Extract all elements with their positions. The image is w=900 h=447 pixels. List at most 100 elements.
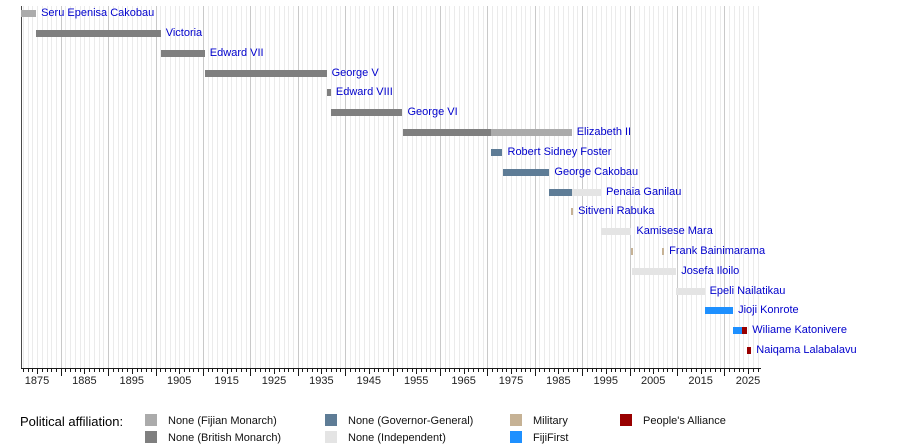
axis-tick: [274, 369, 275, 374]
axis-tick: [221, 369, 223, 372]
axis-tick: [240, 369, 242, 372]
gridline: [22, 6, 24, 368]
axis-tick: [212, 369, 214, 372]
axis-tick: [416, 369, 418, 374]
person-label[interactable]: Penaia Ganilau: [606, 185, 682, 198]
person-label[interactable]: Epeli Nailatikau: [709, 284, 786, 297]
axis-tick: [435, 369, 437, 372]
gridline: [311, 6, 313, 368]
axis-tick: [98, 369, 100, 372]
legend-swatch-governor_general: [325, 414, 337, 426]
gridline: [406, 6, 408, 368]
gridline: [146, 6, 147, 368]
person-label[interactable]: Seru Epenisa Cakobau: [41, 7, 155, 19]
person-label[interactable]: Victoria: [165, 26, 203, 39]
axis-tick: [269, 369, 271, 372]
axis-tick: [84, 369, 86, 374]
axis-tick: [492, 369, 493, 372]
axis-tick-label: 2005: [640, 375, 666, 387]
gridline: [615, 6, 617, 368]
axis-tick: [629, 369, 631, 376]
axis-tick: [714, 369, 716, 372]
axis-tick: [32, 369, 34, 372]
axis-tick: [691, 369, 693, 372]
axis-tick: [468, 369, 470, 372]
legend-label-governor_general: None (Governor-General): [348, 415, 474, 427]
gridline: [60, 6, 62, 368]
person-label[interactable]: Josefa Iloilo: [681, 264, 740, 277]
person-label[interactable]: Wiliame Katonivere: [752, 324, 848, 337]
axis-tick: [596, 369, 598, 372]
gridline: [672, 6, 674, 368]
person-label[interactable]: Kamisese Mara: [636, 225, 713, 238]
gridline: [729, 6, 730, 368]
gridline: [278, 6, 280, 368]
axis-tick: [383, 369, 384, 372]
gridline: [392, 6, 394, 368]
gridline: [255, 6, 256, 368]
person-label[interactable]: George V: [331, 66, 379, 79]
axis-tick-label: 1955: [403, 375, 429, 387]
timeline-bar-segment: [330, 109, 403, 117]
gridline: [307, 6, 309, 368]
gridline: [32, 6, 34, 368]
gridline: [217, 6, 219, 368]
timeline-bar-segment: [204, 69, 327, 77]
gridline: [525, 6, 527, 368]
person-label[interactable]: George Cakobau: [554, 165, 639, 178]
axis-tick: [46, 369, 48, 372]
timeline-bar-segment: [21, 10, 37, 17]
axis-tick: [207, 369, 209, 372]
gridline: [245, 6, 247, 368]
axis-tick: [56, 369, 57, 372]
axis-tick: [79, 369, 81, 372]
y-axis-line: [21, 6, 23, 368]
gridline: [193, 6, 195, 368]
gridline: [108, 6, 110, 368]
gridline: [425, 6, 427, 368]
person-label[interactable]: Edward VIII: [335, 86, 393, 99]
axis-tick: [506, 369, 508, 372]
axis-tick: [74, 369, 76, 372]
axis-tick-label: 1995: [593, 375, 619, 387]
axis-tick: [131, 369, 133, 374]
gridline: [37, 6, 38, 368]
axis-tick: [136, 369, 138, 372]
axis-tick: [501, 369, 503, 372]
axis-tick-label: 1985: [546, 375, 571, 387]
person-label[interactable]: Elizabeth II: [576, 126, 632, 138]
axis-tick: [378, 369, 380, 372]
axis-tick: [449, 369, 451, 372]
axis-tick: [420, 369, 422, 372]
axis-tick: [387, 369, 389, 372]
person-label[interactable]: Edward VII: [209, 46, 264, 59]
gridline: [620, 6, 621, 368]
axis-tick: [245, 369, 247, 372]
gridline: [534, 6, 536, 368]
person-label[interactable]: George VI: [407, 106, 458, 119]
gridline: [591, 6, 593, 368]
gridline: [752, 6, 754, 368]
person-label[interactable]: Robert Sidney Foster: [507, 145, 612, 158]
axis-tick: [345, 369, 347, 376]
axis-tick: [41, 369, 43, 372]
axis-tick: [729, 369, 730, 372]
axis-tick: [454, 369, 456, 372]
person-label[interactable]: Jioji Konrote: [738, 304, 799, 317]
axis-tick: [198, 369, 200, 372]
gridline: [264, 6, 266, 368]
gridline: [160, 6, 162, 368]
person-label[interactable]: Frank Bainimarama: [669, 245, 766, 257]
axis-tick: [217, 369, 219, 372]
person-label[interactable]: Naiqama Lalabalavu: [756, 344, 857, 357]
gridline: [207, 6, 209, 368]
axis-tick: [349, 369, 351, 372]
axis-tick: [657, 369, 659, 372]
gridline: [477, 6, 479, 368]
axis-tick: [231, 369, 233, 372]
gridline: [662, 6, 664, 368]
axis-tick: [359, 369, 361, 372]
person-label[interactable]: Sitiveni Rabuka: [578, 205, 655, 218]
axis-tick: [340, 369, 342, 372]
gridline: [122, 6, 124, 368]
